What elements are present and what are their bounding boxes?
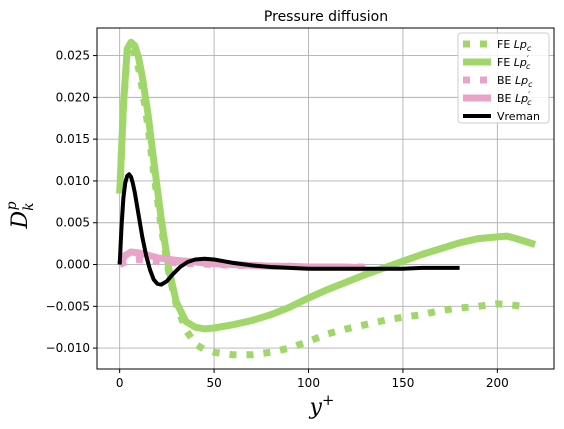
y-tick-label: 0.020 [56,90,90,104]
y-tick-label: 0.000 [56,258,90,272]
legend-label-1: FE Lp′ c [497,55,531,71]
x-axis-label-sup: + [322,391,335,409]
y-axis-label-sup: p [4,201,20,210]
x-tick-label: 0 [116,376,124,390]
y-axis-ticks: −0.010 −0.005 0.000 0.005 0.010 0.015 0.020 0.0… [46,49,97,355]
series-line-1 [116,38,537,333]
plot-frame [96,27,555,370]
y-tick-label: 0.005 [56,216,90,230]
legend-label-0: FE Lpc [497,38,532,53]
x-axis-ticks: 0 50 100 150 200 [116,369,509,390]
legend-label-4: Vreman [497,110,540,123]
series-line-0 [116,42,527,359]
y-tick-label: −0.005 [46,299,90,313]
series-line-2 [118,256,366,271]
legend-label-3: BE Lp′ c [497,91,532,107]
x-tick-label: 100 [297,376,320,390]
series-layer [116,38,537,359]
legend-label-2: BE Lpc [497,74,533,89]
legend: FE Lpc FE Lp′ c BE Lpc BE Lp′ c Vreman [457,32,550,124]
x-axis-label-var: y [308,395,322,420]
y-axis-label-var: D [8,211,33,230]
x-tick-label: 50 [206,376,221,390]
y-tick-label: −0.010 [46,341,90,355]
chart-title: Pressure diffusion [264,9,388,25]
x-tick-label: 200 [486,376,509,390]
x-axis-label: y+ [308,391,334,420]
y-tick-label: 0.010 [56,174,90,188]
y-tick-label: 0.025 [56,49,90,63]
y-tick-label: 0.015 [56,132,90,146]
y-axis-label: Dkp [4,201,37,229]
y-axis-label-sub: k [21,202,37,210]
x-tick-label: 150 [391,376,414,390]
series-line-4 [117,172,460,287]
